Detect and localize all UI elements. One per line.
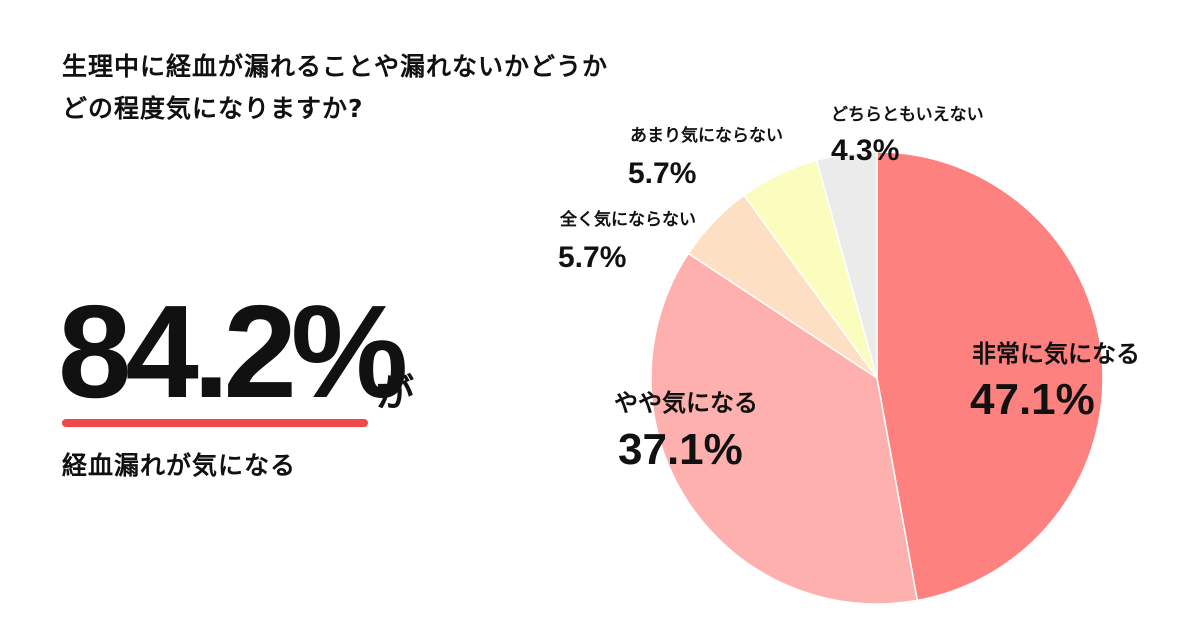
question-line-2: どの程度気になりますか? [62,94,364,123]
pie-slices [650,151,1104,605]
slice-percentage: 47.1% [970,375,1095,424]
pie-slice [650,252,919,605]
headline-caption: 経血漏れが気になる [62,451,297,480]
slice-percentage: 5.7% [558,241,626,274]
headline-percentage: 84.2% [58,278,408,425]
slice-label: 全く気にならない [559,209,696,230]
slice-label: やや気になる [614,389,758,417]
slice-label: 非常に気になる [972,340,1140,368]
pie-labels: 非常に気になる 47.1% やや気になる 37.1% 全く気にならない 5.7% あまり気に… [558,105,1140,474]
pie-slice [876,151,1104,602]
slice-percentage: 4.3% [831,134,899,167]
headline-underline [62,419,368,427]
question-title: 生理中に経血が漏れることや漏れないかどうか どの程度気になりますか? [62,46,608,130]
headline-suffix: が [376,371,415,415]
pie-slice [815,151,878,379]
slice-percentage: 37.1% [618,425,743,474]
slice-label: あまり気にならない [630,125,783,146]
slice-percentage: 5.7% [628,157,696,190]
question-line-1: 生理中に経血が漏れることや漏れないかどうか [62,52,609,81]
slice-label: どちらともいえない [831,105,984,125]
